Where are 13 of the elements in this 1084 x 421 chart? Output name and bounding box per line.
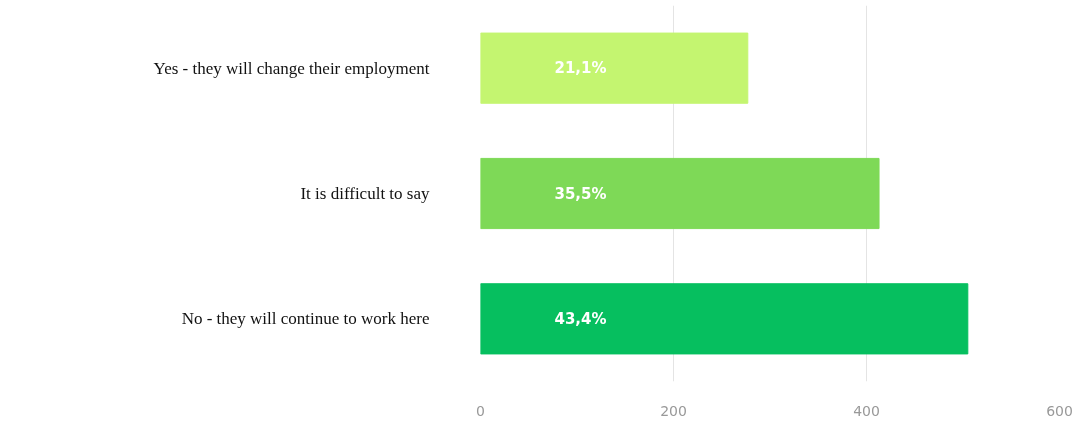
x-tick-label: 400 [853, 402, 880, 419]
x-tick-label: 600 [1046, 402, 1073, 419]
y-tick-label: No - they will continue to work here [181, 309, 430, 329]
annotation: 21,1% [554, 59, 607, 78]
bar [480, 283, 969, 355]
bar [480, 32, 749, 104]
x-tick-label: 0 [476, 402, 485, 419]
y-tick-label: It is difficult to say [300, 184, 430, 203]
annotation: 43,4% [554, 309, 607, 328]
annotation: 35,5% [554, 184, 607, 203]
x-tick-label: 200 [660, 402, 687, 419]
bar [480, 157, 880, 230]
y-tick-label: Yes - they will change their employment [153, 58, 430, 78]
